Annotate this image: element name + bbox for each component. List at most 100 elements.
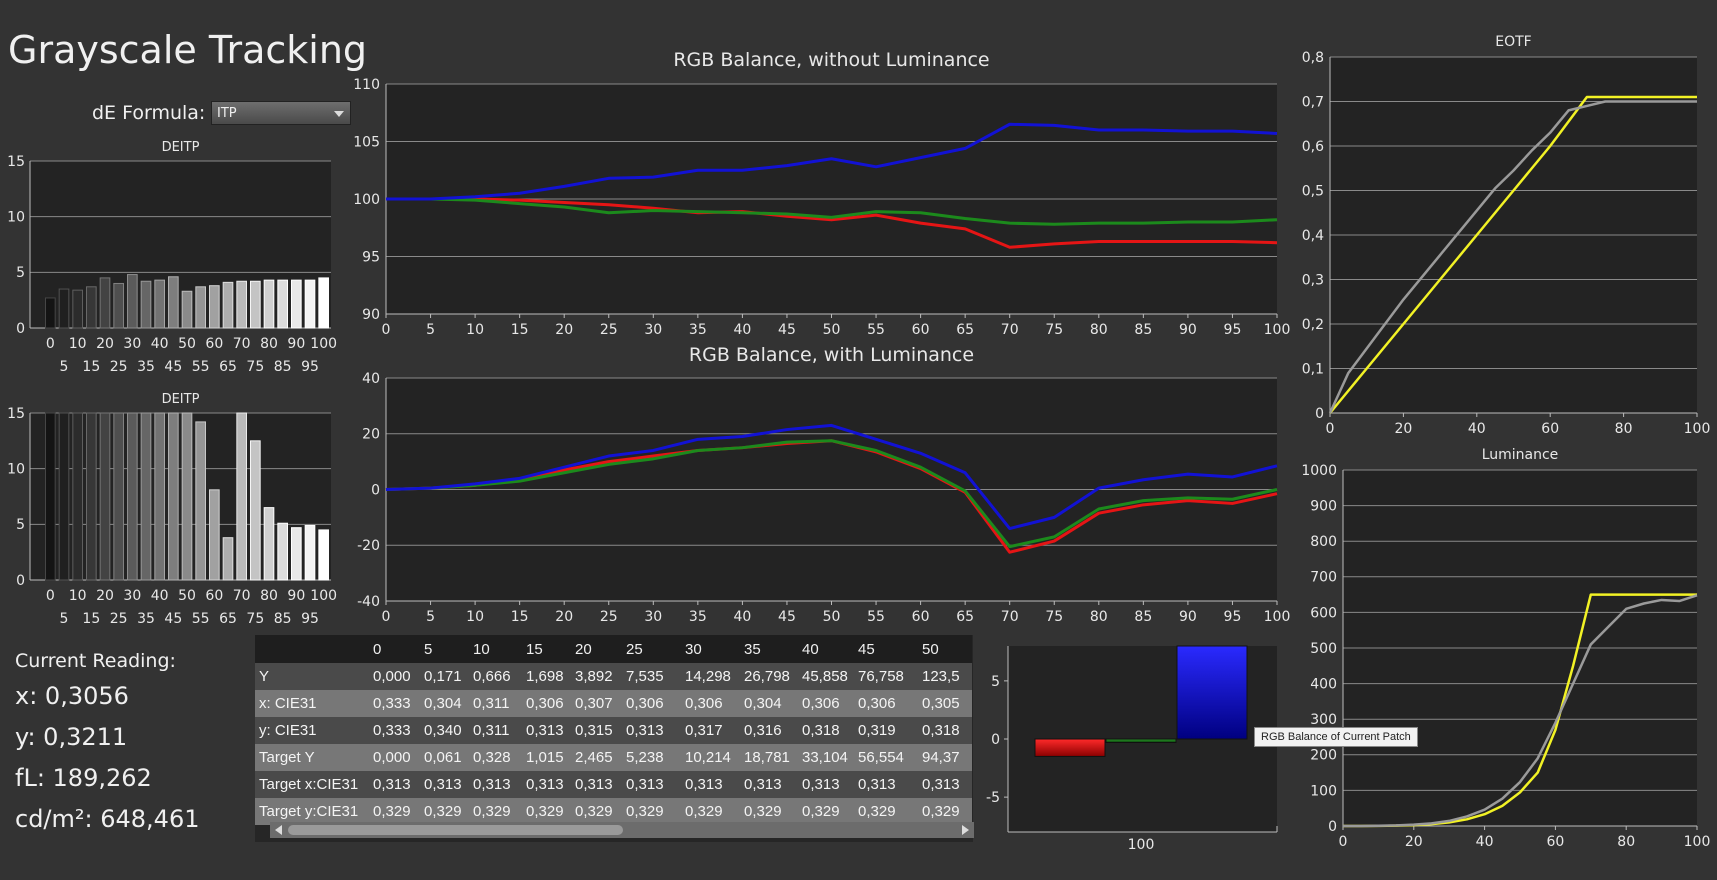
table-cell: 123,5: [918, 663, 972, 690]
x-tick-label: 15: [82, 359, 100, 375]
table-cell: 0,306: [798, 690, 854, 717]
reading-fl: fL: 189,262: [15, 764, 152, 792]
x-tick-label: 30: [123, 588, 141, 604]
de-formula-select[interactable]: ITP: [211, 101, 351, 125]
x-tick-label: 65: [956, 322, 974, 338]
x-tick-label: 55: [867, 609, 885, 625]
deitp-bar: [209, 489, 220, 581]
x-tick-label: 70: [1001, 322, 1019, 338]
y-tick-label: 0,4: [1302, 228, 1324, 244]
series-line-gray: [1342, 594, 1698, 828]
x-tick-label: 5: [60, 359, 69, 375]
deitp-bar: [304, 524, 316, 581]
y-tick-label: 20: [362, 427, 380, 443]
table-row-label: x: CIE31: [255, 690, 369, 717]
x-tick-label: 35: [689, 609, 707, 625]
table-row-label: Target x:CIE31: [255, 771, 369, 798]
table-column-header[interactable]: 5: [420, 635, 469, 663]
table-row-label: Target Y: [255, 744, 369, 771]
table-cell: 0,061: [420, 744, 469, 771]
x-tick-label: 50: [823, 322, 841, 338]
table-row[interactable]: x: CIE31 0,333 0,304 0,311 0,306 0,307 0,306 0,…: [255, 690, 972, 717]
table-column-header[interactable]: 25: [622, 635, 681, 663]
deitp-bar: [250, 280, 261, 329]
x-tick-label: 80: [1090, 609, 1108, 625]
x-tick-label: 45: [778, 609, 796, 625]
chart-title: DEITP: [162, 392, 200, 407]
table-column-header[interactable]: 30: [681, 635, 740, 663]
y-tick-label: 100: [353, 192, 380, 208]
table-cell: 0,313: [622, 717, 681, 744]
x-tick-label: 100: [1264, 609, 1291, 625]
chart-title: DEITP: [162, 140, 200, 155]
x-tick-label: 40: [151, 588, 169, 604]
x-tick-label: 5: [426, 322, 435, 338]
table-scrollbar-thumb[interactable]: [288, 825, 623, 835]
table-row[interactable]: Target Y 0,000 0,061 0,328 1,015 2,465 5,238 10…: [255, 744, 972, 771]
table-cell: 0,307: [571, 690, 622, 717]
scroll-right-arrow-icon[interactable]: [962, 825, 969, 835]
deitp-bar: [86, 412, 97, 581]
x-tick-label: 75: [1045, 609, 1063, 625]
deitp-bar: [263, 279, 275, 329]
table-row[interactable]: Target y:CIE31 0,329 0,329 0,329 0,329 0,329 0…: [255, 798, 972, 825]
table-cell: 0,315: [571, 717, 622, 744]
table-cell: 76,758: [854, 663, 918, 690]
x-tick-label: 10: [69, 336, 87, 352]
table-cell: 0,329: [854, 798, 918, 825]
x-tick-label: 85: [274, 611, 292, 627]
table-column-header[interactable]: 10: [469, 635, 522, 663]
current-patch-bar-green: [1105, 738, 1177, 743]
y-tick-label: 600: [1310, 605, 1337, 621]
deitp-bar: [263, 507, 275, 581]
x-tick-label: 55: [192, 611, 210, 627]
chevron-down-icon[interactable]: [334, 111, 344, 117]
table-row[interactable]: y: CIE31 0,333 0,340 0,311 0,313 0,315 0,313 0,…: [255, 717, 972, 744]
x-tick-label: 20: [1405, 834, 1423, 850]
table-column-header[interactable]: 15: [522, 635, 571, 663]
table-cell: 14,298: [681, 663, 740, 690]
table-cell: 0,000: [369, 663, 420, 690]
x-tick-label: 65: [956, 609, 974, 625]
page-title: Grayscale Tracking: [8, 28, 368, 72]
y-tick-label: 90: [362, 307, 380, 323]
table-cell: 2,465: [571, 744, 622, 771]
table-column-header[interactable]: 20: [571, 635, 622, 663]
deitp-bar: [154, 412, 165, 581]
x-tick-label: 15: [511, 609, 529, 625]
current-patch-tooltip: RGB Balance of Current Patch: [1254, 727, 1418, 747]
table-row[interactable]: Y 0,000 0,171 0,666 1,698 3,892 7,535 14,298 26,…: [255, 663, 972, 690]
x-tick-label: 30: [644, 322, 662, 338]
y-tick-label: 110: [353, 77, 380, 93]
table-column-header[interactable]: 45: [854, 635, 918, 663]
x-tick-label: 0: [46, 336, 55, 352]
chart-title: EOTF: [1495, 34, 1531, 50]
table-column-header[interactable]: 0: [369, 635, 420, 663]
x-tick-label: 20: [555, 609, 573, 625]
y-tick-label: 0,6: [1302, 139, 1324, 155]
x-tick-label: 10: [69, 588, 87, 604]
series-line-blue: [385, 423, 1278, 531]
deitp-bar: [45, 297, 56, 329]
x-tick-label: 40: [151, 336, 169, 352]
table-cell: 0,313: [420, 771, 469, 798]
deitp-bar: [168, 276, 179, 329]
x-tick-label: 100: [1128, 837, 1155, 853]
y-tick-label: 10: [7, 210, 25, 226]
table-row[interactable]: Target x:CIE31 0,313 0,313 0,313 0,313 0,313 0…: [255, 771, 972, 798]
table-column-header[interactable]: 35: [740, 635, 798, 663]
table-cell: 0,333: [369, 690, 420, 717]
table-cell: 0,313: [681, 771, 740, 798]
x-tick-label: 15: [82, 611, 100, 627]
x-tick-label: 5: [60, 611, 69, 627]
x-tick-label: 95: [301, 611, 319, 627]
y-tick-label: 300: [1310, 712, 1337, 728]
table-cell: 0,318: [798, 717, 854, 744]
measurement-table[interactable]: 0 5 10 15 20 25 30 35 40 45 50 Y 0,000 0,171 0,666 1,69…: [255, 635, 973, 842]
table-column-header[interactable]: 50: [918, 635, 972, 663]
scroll-left-arrow-icon[interactable]: [275, 825, 282, 835]
reading-y: y: 0,3211: [15, 723, 128, 751]
x-tick-label: 40: [1468, 421, 1486, 437]
table-column-header[interactable]: 40: [798, 635, 854, 663]
deitp-bar: [72, 289, 84, 329]
